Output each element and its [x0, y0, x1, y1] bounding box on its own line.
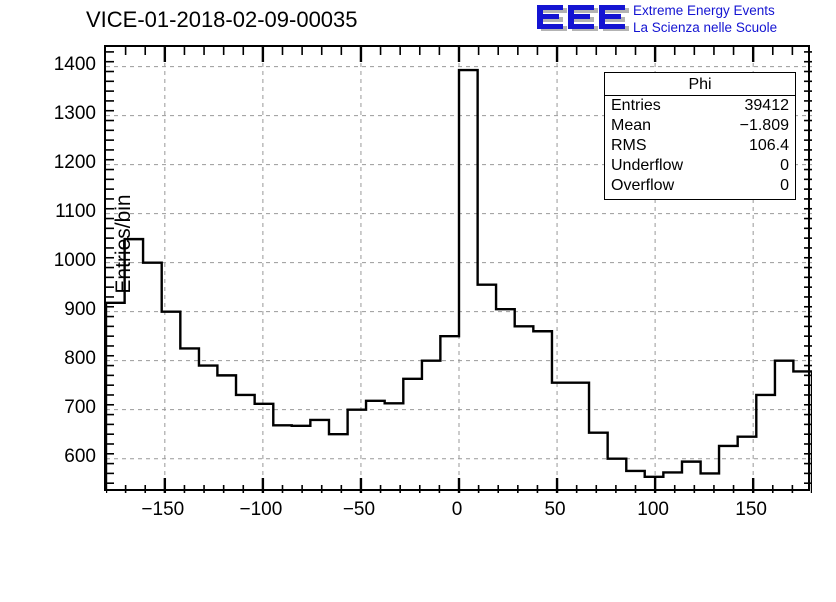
x-tick-label: 0: [451, 499, 463, 520]
stats-row: Mean −1.809: [605, 116, 795, 136]
stats-row: RMS 106.4: [605, 136, 795, 156]
y-tick-label: 1300: [53, 102, 96, 124]
histogram-outline: [106, 68, 812, 493]
stats-row: Entries 39412: [605, 96, 795, 116]
stats-row-key: RMS: [611, 137, 647, 154]
y-tick-label: 1000: [53, 249, 96, 271]
stats-box: Phi Entries 39412 Mean −1.809 RMS 106.4 Underf…: [604, 72, 796, 200]
x-tick-label: 150: [735, 499, 767, 520]
eee-logo-mark: [537, 5, 629, 31]
stats-row-value: 0: [780, 177, 789, 194]
stats-row-value: 0: [780, 157, 789, 174]
eee-logo-line2: La Scienza nelle Scuole: [633, 20, 778, 35]
eee-logo-line1: Extreme Energy Events: [633, 3, 775, 18]
y-tick-label: 600: [64, 445, 96, 467]
stats-row-key: Entries: [611, 97, 661, 114]
stats-row: Underflow 0: [605, 156, 795, 176]
y-tick-label: 700: [64, 396, 96, 418]
stats-box-title: Phi: [605, 73, 795, 96]
stats-box-rows: Entries 39412 Mean −1.809 RMS 106.4 Underflow 0…: [605, 96, 795, 196]
y-tick-label: 1400: [53, 53, 96, 75]
y-axis-title: Entries/bin: [112, 194, 135, 294]
eee-logo: Extreme Energy Events La Scienza nelle S…: [537, 2, 833, 38]
stats-row-key: Mean: [611, 117, 652, 134]
x-tick-label: 50: [544, 499, 566, 520]
stats-row-value: −1.809: [739, 117, 789, 134]
stats-row-key: Overflow: [611, 177, 675, 194]
x-tick-label: −100: [239, 499, 283, 520]
axis-ticks: [106, 47, 812, 493]
x-tick-label: 100: [637, 499, 669, 520]
x-tick-label: −50: [342, 499, 376, 520]
stats-row-key: Underflow: [611, 157, 684, 174]
root-canvas: VICE-01-2018-02-09-00035: [53, 2, 833, 520]
y-tick-label: 800: [64, 347, 96, 369]
y-tick-label: 1100: [55, 200, 96, 222]
stats-row-value: 39412: [744, 97, 790, 114]
x-tick-label: −150: [141, 499, 185, 520]
stats-row: Overflow 0: [605, 176, 795, 196]
y-tick-label: 900: [64, 298, 96, 320]
page-title: VICE-01-2018-02-09-00035: [86, 7, 358, 32]
y-tick-label: 1200: [53, 151, 96, 173]
eee-logo-text: Extreme Energy Events La Scienza nelle S…: [633, 2, 777, 36]
stats-row-value: 106.4: [748, 137, 789, 154]
